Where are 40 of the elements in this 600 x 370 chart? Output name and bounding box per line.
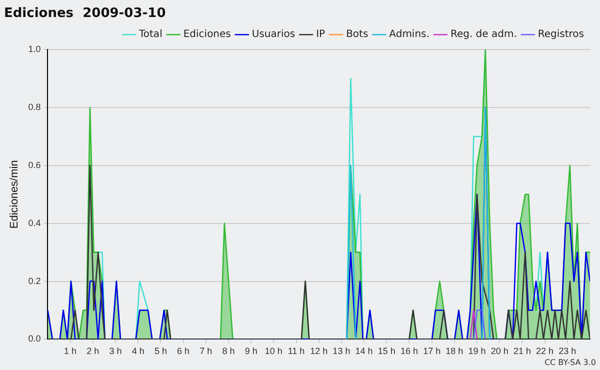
x-tick-label: 6 h [177,346,190,356]
x-tick-label: 5 h [154,346,167,356]
legend-label: Usuarios [252,29,296,40]
x-tick-label: 18 h [446,346,464,356]
chart-title: Ediciones 2009-03-10 [4,6,166,22]
x-tick-label: 8 h [222,346,235,356]
legend-label: Reg. de adm. [450,29,517,40]
x-tick-label: 20 h [490,346,508,356]
x-tick-label: 22 h [536,346,554,356]
x-tick-label: 19 h [468,346,486,356]
y-tick-label: 0.6 [28,160,41,170]
y-tick-label: 0.4 [28,218,41,228]
x-tick-label: 1 h [64,346,77,356]
legend-label: Total [138,29,162,40]
y-tick-label: 1.0 [28,44,41,54]
legend-label: Bots [346,29,368,40]
x-tick-label: 23 h [558,346,576,356]
x-tick-label: 14 h [355,346,373,356]
y-tick-label: 0.2 [28,276,41,286]
x-tick-label: 15 h [378,346,396,356]
x-tick-label: 2 h [86,346,100,356]
text: CC BY-SA 3.0 [544,358,596,368]
x-tick-label: 13 h [332,346,350,356]
x-tick-label: 21 h [513,346,531,356]
legend-label: Ediciones [183,29,231,40]
legend-label: Registros [538,29,584,40]
y-tick-label: 0.0 [28,334,41,344]
x-tick-label: 3 h [109,346,122,356]
x-tick-label: 9 h [244,346,258,356]
x-tick-label: 10 h [264,346,282,356]
y-tick-label: 0.8 [28,102,41,112]
x-tick-label: 17 h [423,346,441,356]
y-axis-title: Ediciones/min [8,160,21,229]
x-tick-label: 16 h [400,346,418,356]
x-tick-label: 7 h [200,346,212,356]
x-tick-label: 11 h [288,346,305,356]
legend-label: IP [316,29,326,40]
x-tick-label: 4 h [132,346,144,356]
legend-label: Admins. [389,29,430,40]
x-tick-label: 12 h [310,346,328,356]
